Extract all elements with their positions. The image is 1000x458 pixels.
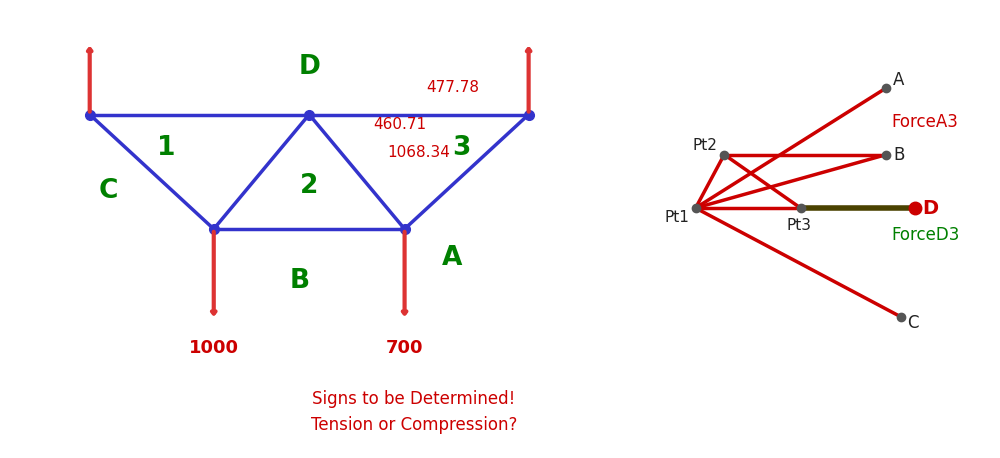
Text: D: D (923, 198, 939, 218)
Text: 700: 700 (386, 339, 423, 357)
Text: ForceA3: ForceA3 (891, 113, 958, 131)
Text: ForceD3: ForceD3 (891, 226, 960, 244)
Text: Signs to be Determined!
Tension or Compression?: Signs to be Determined! Tension or Compr… (311, 390, 517, 434)
Text: 1000: 1000 (189, 339, 239, 357)
Text: 1: 1 (157, 135, 175, 161)
Text: D: D (298, 54, 320, 80)
Text: Pt3: Pt3 (786, 218, 811, 233)
Text: 2: 2 (300, 173, 318, 199)
Text: 1068.34: 1068.34 (387, 145, 450, 160)
Text: Pt1: Pt1 (664, 210, 689, 225)
Text: B: B (893, 146, 904, 164)
Text: 3: 3 (453, 135, 471, 161)
Text: A: A (893, 71, 904, 89)
Text: C: C (907, 315, 919, 333)
Text: B: B (290, 268, 310, 294)
Text: 460.71: 460.71 (373, 116, 426, 131)
Text: 477.78: 477.78 (426, 80, 479, 95)
Text: C: C (99, 178, 118, 204)
Text: Pt2: Pt2 (693, 137, 718, 153)
Text: A: A (442, 245, 462, 271)
